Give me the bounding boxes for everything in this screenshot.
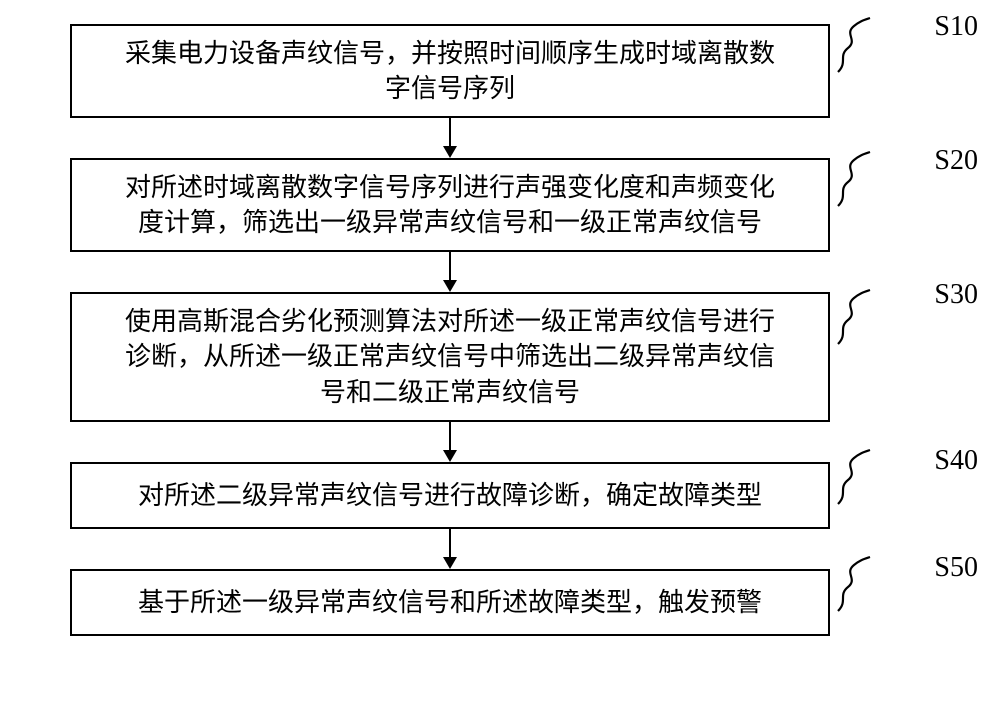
step-s10: 采集电力设备声纹信号，并按照时间顺序生成时域离散数 字信号序列 S10 xyxy=(70,24,830,118)
squiggle-icon xyxy=(834,555,874,615)
arrow-down-icon xyxy=(435,118,465,158)
squiggle-icon xyxy=(834,150,874,210)
squiggle-icon xyxy=(834,448,874,508)
step-label-s20: S20 xyxy=(934,142,978,180)
connector xyxy=(70,118,830,158)
step-s20-text-2: 度计算，筛选出一级异常声纹信号和一级正常声纹信号 xyxy=(90,205,810,240)
step-s30-text-2: 诊断，从所述一级正常声纹信号中筛选出二级异常声纹信 xyxy=(90,339,810,374)
step-label-s10: S10 xyxy=(934,8,978,46)
squiggle-icon xyxy=(834,16,874,76)
step-s20: 对所述时域离散数字信号序列进行声强变化度和声频变化 度计算，筛选出一级异常声纹信… xyxy=(70,158,830,252)
step-label-s30: S30 xyxy=(934,276,978,314)
step-s30: 使用高斯混合劣化预测算法对所述一级正常声纹信号进行 诊断，从所述一级正常声纹信号… xyxy=(70,292,830,421)
flowchart: 采集电力设备声纹信号，并按照时间顺序生成时域离散数 字信号序列 S10 对所述时… xyxy=(70,24,890,636)
step-s10-text-1: 采集电力设备声纹信号，并按照时间顺序生成时域离散数 xyxy=(90,36,810,71)
arrow-down-icon xyxy=(435,422,465,462)
connector xyxy=(70,529,830,569)
step-s30-text-3: 号和二级正常声纹信号 xyxy=(90,375,810,410)
step-s50: 基于所述一级异常声纹信号和所述故障类型，触发预警 S50 xyxy=(70,569,830,636)
step-s50-text-1: 基于所述一级异常声纹信号和所述故障类型，触发预警 xyxy=(90,585,810,620)
arrow-down-icon xyxy=(435,529,465,569)
connector xyxy=(70,422,830,462)
step-s10-text-2: 字信号序列 xyxy=(90,71,810,106)
connector xyxy=(70,252,830,292)
step-s40: 对所述二级异常声纹信号进行故障诊断，确定故障类型 S40 xyxy=(70,462,830,529)
squiggle-icon xyxy=(834,288,874,348)
step-s20-text-1: 对所述时域离散数字信号序列进行声强变化度和声频变化 xyxy=(90,170,810,205)
step-s30-text-1: 使用高斯混合劣化预测算法对所述一级正常声纹信号进行 xyxy=(90,304,810,339)
step-label-s50: S50 xyxy=(934,549,978,587)
step-s40-text-1: 对所述二级异常声纹信号进行故障诊断，确定故障类型 xyxy=(90,478,810,513)
arrow-down-icon xyxy=(435,252,465,292)
step-label-s40: S40 xyxy=(934,442,978,480)
